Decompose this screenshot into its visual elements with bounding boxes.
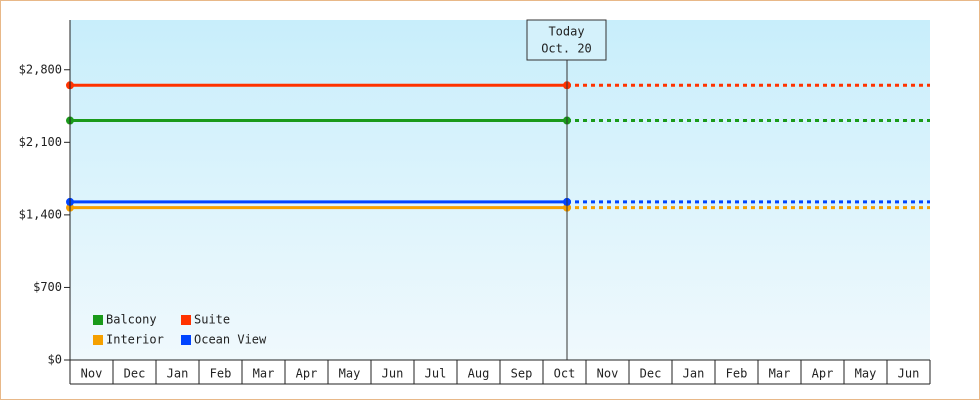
legend-label: Suite: [194, 313, 230, 327]
legend-label: Balcony: [106, 313, 157, 327]
today-date: Oct. 20: [541, 42, 592, 56]
legend-swatch: [93, 315, 103, 325]
x-tick-label: Feb: [210, 367, 232, 381]
x-tick-label: Sep: [511, 367, 533, 381]
y-tick-label: $2,800: [19, 62, 62, 76]
x-tick-label: Jan: [683, 367, 705, 381]
x-tick-label: Mar: [769, 367, 791, 381]
x-tick-label: Apr: [296, 367, 318, 381]
y-tick-label: $2,100: [19, 135, 62, 149]
x-tick-label: Oct: [554, 367, 576, 381]
x-tick-label: Mar: [253, 367, 275, 381]
today-box: [526, 19, 607, 61]
x-tick-label: May: [339, 367, 361, 381]
legend-swatch: [181, 315, 191, 325]
x-tick-label: Jul: [425, 367, 447, 381]
x-tick-label: Nov: [81, 367, 103, 381]
x-tick-label: Dec: [640, 367, 662, 381]
x-tick-label: Feb: [726, 367, 748, 381]
legend-label: Interior: [106, 333, 164, 347]
legend-swatch: [93, 335, 103, 345]
x-tick-label: Jun: [898, 367, 920, 381]
x-tick-label: Aug: [468, 367, 490, 381]
legend-swatch: [181, 335, 191, 345]
legend-label: Ocean View: [194, 333, 267, 347]
plot-area: [70, 20, 930, 360]
x-tick-label: Jan: [167, 367, 189, 381]
x-tick-label: Dec: [124, 367, 146, 381]
y-tick-label: $700: [33, 280, 62, 294]
x-tick-label: Nov: [597, 367, 619, 381]
x-tick-label: May: [855, 367, 877, 381]
y-tick-label: $0: [48, 353, 62, 367]
x-tick-label: Apr: [812, 367, 834, 381]
y-tick-label: $1,400: [19, 207, 62, 221]
x-tick-label: Jun: [382, 367, 404, 381]
today-title: Today: [548, 25, 584, 39]
